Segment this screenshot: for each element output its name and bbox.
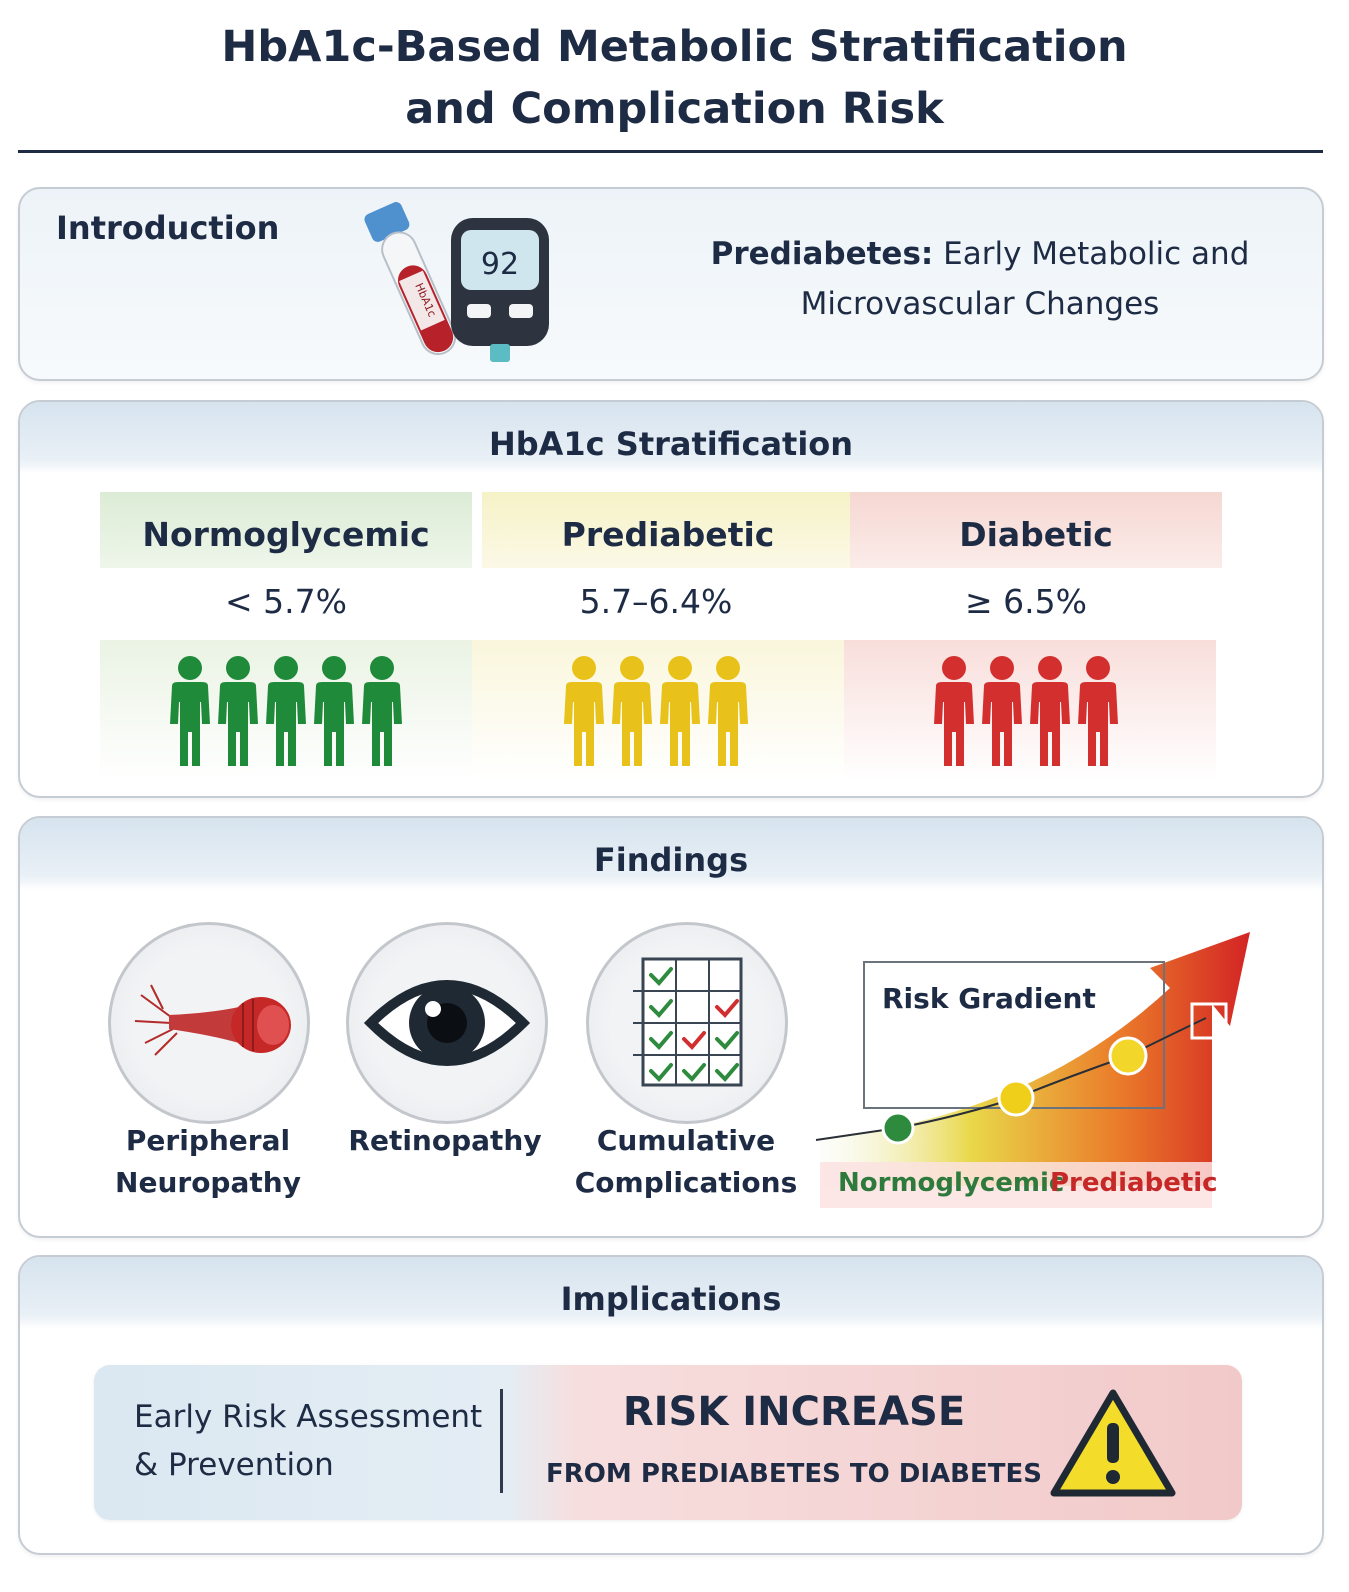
blood-tube-icon: HbA1c	[364, 202, 457, 356]
person-icon	[266, 656, 306, 766]
people-figures	[170, 656, 402, 766]
complications-label: Cumulative Complications	[566, 1120, 806, 1204]
person-icon	[170, 656, 210, 766]
findings-heading: Findings	[20, 818, 1322, 890]
implications-divider	[500, 1389, 503, 1493]
implications-heading: Implications	[20, 1257, 1322, 1329]
category-diabetic-band	[844, 640, 1216, 780]
risk-increase-subtitle: FROM PREDIABETES TO DIABETES	[546, 1459, 1042, 1489]
person-icon	[564, 656, 604, 766]
risk-gradient-area	[820, 932, 1250, 1186]
neuropathy-badge	[108, 922, 310, 1124]
intro-text-bold: Prediabetes:	[710, 236, 934, 272]
risk-gradient-title: Risk Gradient	[882, 982, 1096, 1015]
title-line-1: HbA1c-Based Metabolic Stratification	[221, 22, 1128, 72]
neuropathy-label: Peripheral Neuropathy	[88, 1120, 328, 1204]
nerve-icon	[134, 984, 291, 1056]
introduction-label: Introduction	[56, 209, 280, 247]
stratification-heading: HbA1c Stratification	[20, 402, 1322, 474]
complications-badge	[586, 922, 788, 1124]
prevention-text-line-1: Early Risk Assessment	[134, 1399, 483, 1435]
title-divider	[18, 150, 1323, 153]
gradient-label-normoglycemic: Normoglycemic	[838, 1168, 1065, 1198]
warning-icon	[1050, 1389, 1176, 1497]
person-icon	[1030, 656, 1070, 766]
people-group-prediabetic	[470, 654, 842, 774]
category-prediabetic-band	[472, 640, 844, 780]
point-prediabetic-2	[1108, 1036, 1148, 1076]
risk-increase-title: RISK INCREASE	[622, 1389, 966, 1435]
complications-label-line-2: Complications	[574, 1166, 798, 1199]
retinopathy-label: Retinopathy	[325, 1120, 565, 1162]
person-icon	[218, 656, 258, 766]
people-figures	[564, 656, 748, 766]
retinopathy-label-line-1: Retinopathy	[348, 1124, 542, 1157]
prevention-text: Early Risk Assessment & Prevention	[134, 1393, 482, 1489]
person-icon	[612, 656, 652, 766]
intro-text-rest-1: Early Metabolic and	[933, 236, 1250, 272]
implications-box: Early Risk Assessment & Prevention RISK …	[94, 1365, 1242, 1520]
intro-text-rest-2: Microvascular Changes	[800, 286, 1160, 322]
category-diabetic-range: ≥ 6.5%	[965, 582, 1087, 621]
introduction-panel: Introduction HbA1c 92 Prediabetes: Early…	[18, 187, 1324, 381]
stratification-panel: HbA1c Stratification Normoglycemic Predi…	[18, 400, 1324, 798]
findings-panel: Findings Peripheral Neuropathy Retinopat…	[18, 816, 1324, 1238]
risk-gradient-label-strip	[820, 1162, 1212, 1208]
glucose-meter-icon: 92	[451, 218, 549, 362]
meter-reading: 92	[481, 247, 519, 282]
person-icon	[660, 656, 700, 766]
people-group-normoglycemic	[100, 654, 472, 774]
person-icon	[1078, 656, 1118, 766]
neuropathy-label-line-2: Neuropathy	[115, 1166, 301, 1199]
people-figures	[934, 656, 1118, 766]
category-normoglycemic-range: < 5.7%	[225, 582, 347, 621]
title-line-2: and Complication Risk	[405, 84, 944, 134]
eye-icon	[363, 980, 531, 1066]
point-prediabetic-1	[997, 1079, 1035, 1117]
people-group-diabetic	[840, 654, 1212, 774]
risk-gradient-graphic	[815, 932, 1250, 1208]
page-title: HbA1c-Based Metabolic Stratification and…	[0, 16, 1349, 140]
checklist-icon	[633, 957, 743, 1087]
category-prediabetic-range: 5.7–6.4%	[579, 582, 733, 621]
person-icon	[314, 656, 354, 766]
complications-label-line-1: Cumulative	[596, 1124, 776, 1157]
person-icon	[982, 656, 1022, 766]
point-normoglycemic	[881, 1111, 915, 1145]
category-normoglycemic-header: Normoglycemic	[100, 492, 472, 568]
category-diabetic-header: Diabetic	[850, 492, 1222, 568]
person-icon	[362, 656, 402, 766]
introduction-text: Prediabetes: Early Metabolic and Microva…	[680, 229, 1280, 329]
category-prediabetic-header: Prediabetic	[482, 492, 854, 568]
person-icon	[708, 656, 748, 766]
point-diabetic	[1190, 1002, 1228, 1040]
neuropathy-label-line-1: Peripheral	[125, 1124, 291, 1157]
gradient-label-prediabetic: Prediabetic	[1050, 1168, 1218, 1198]
retinopathy-badge	[346, 922, 548, 1124]
implications-panel: Implications Early Risk Assessment & Pre…	[18, 1255, 1324, 1555]
person-icon	[934, 656, 974, 766]
prevention-text-line-2: & Prevention	[134, 1447, 334, 1483]
